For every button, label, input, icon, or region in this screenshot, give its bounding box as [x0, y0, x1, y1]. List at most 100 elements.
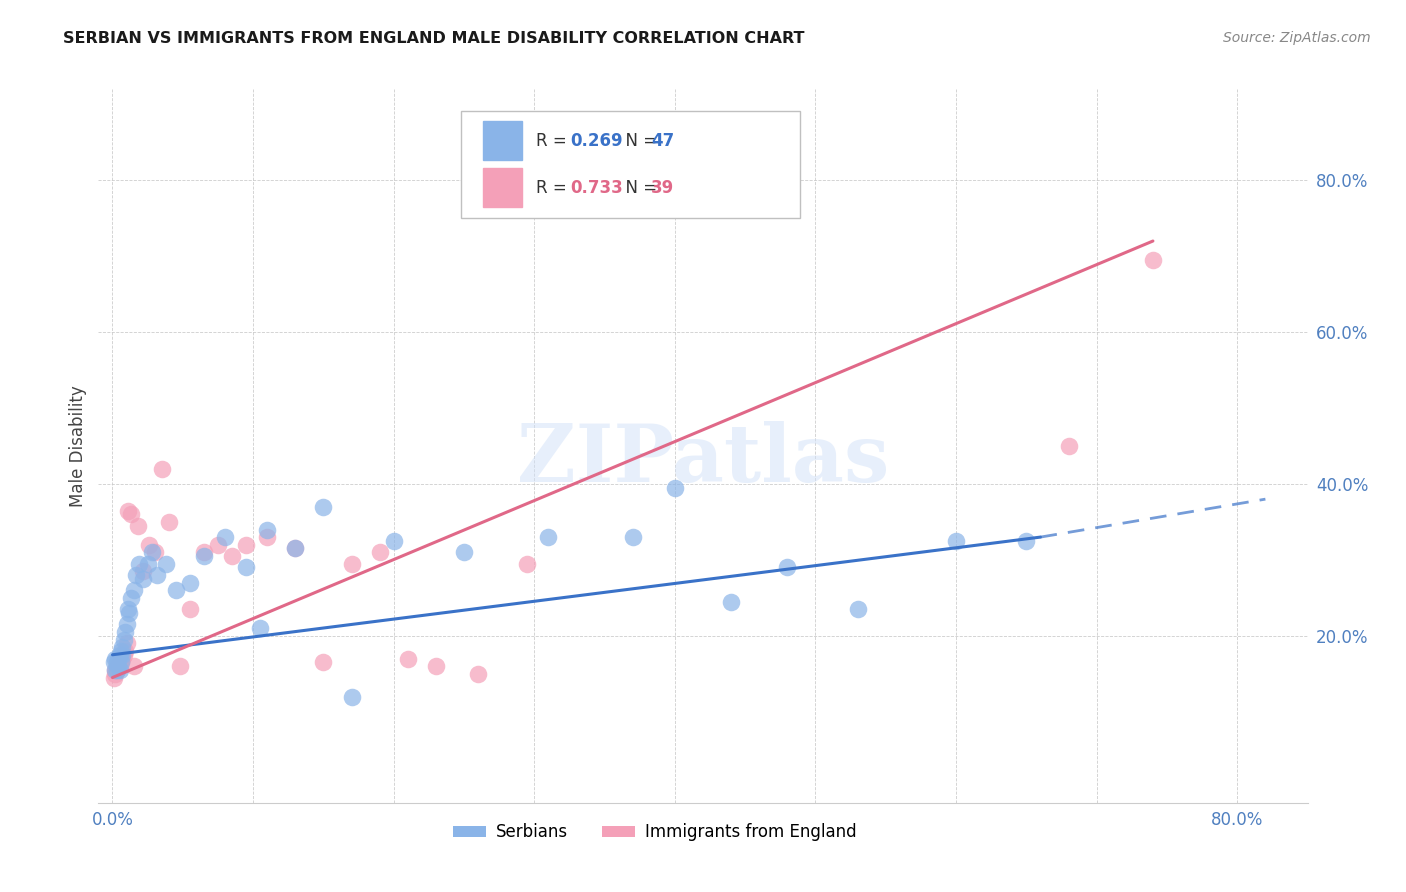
Point — [115, 617, 138, 632]
Point — [143, 545, 166, 559]
Point — [132, 564, 155, 578]
Point — [1142, 252, 1164, 267]
Point — [945, 533, 967, 548]
Point — [110, 656, 132, 670]
Point — [425, 659, 447, 673]
Point — [111, 651, 134, 665]
Point — [107, 651, 129, 665]
Point — [340, 690, 363, 704]
Point — [312, 656, 335, 670]
Point — [120, 508, 142, 522]
Point — [179, 575, 201, 590]
Point — [127, 518, 149, 533]
Text: ZIPatlas: ZIPatlas — [517, 421, 889, 500]
Point — [104, 663, 127, 677]
Point — [107, 659, 129, 673]
Point — [112, 632, 135, 647]
Point — [117, 503, 139, 517]
Point — [132, 572, 155, 586]
Point — [150, 462, 173, 476]
Point — [396, 651, 419, 665]
Point — [312, 500, 335, 514]
Point — [108, 659, 131, 673]
FancyBboxPatch shape — [482, 121, 522, 161]
Point — [103, 671, 125, 685]
Point — [115, 636, 138, 650]
Point — [467, 666, 489, 681]
FancyBboxPatch shape — [482, 168, 522, 207]
Point — [107, 656, 129, 670]
Point — [104, 663, 127, 677]
Point — [111, 648, 134, 662]
Text: N =: N = — [614, 132, 662, 150]
Point — [1015, 533, 1038, 548]
Point — [453, 545, 475, 559]
Text: 47: 47 — [651, 132, 675, 150]
Point — [537, 530, 560, 544]
Point — [104, 666, 127, 681]
Point — [516, 557, 538, 571]
Point — [125, 568, 148, 582]
Point — [256, 523, 278, 537]
Point — [110, 644, 132, 658]
Point — [117, 602, 139, 616]
Point — [284, 541, 307, 556]
Point — [284, 541, 307, 556]
Point — [112, 648, 135, 662]
Point — [382, 533, 405, 548]
Point — [110, 651, 132, 665]
Point — [720, 594, 742, 608]
Legend: Serbians, Immigrants from England: Serbians, Immigrants from England — [446, 817, 863, 848]
Text: N =: N = — [614, 178, 662, 196]
Point — [107, 659, 129, 673]
Point — [235, 560, 257, 574]
Point — [104, 651, 127, 665]
Point — [114, 644, 136, 658]
Point — [105, 663, 128, 677]
Point — [128, 557, 150, 571]
Point — [169, 659, 191, 673]
Point — [664, 481, 686, 495]
Point — [111, 640, 134, 655]
Point — [165, 583, 187, 598]
Y-axis label: Male Disability: Male Disability — [69, 385, 87, 507]
Point — [114, 625, 136, 640]
Point — [138, 538, 160, 552]
Point — [120, 591, 142, 605]
Point — [141, 545, 163, 559]
Point — [122, 659, 145, 673]
Point — [207, 538, 229, 552]
Point — [179, 602, 201, 616]
Point — [146, 568, 169, 582]
Point — [108, 648, 131, 662]
Text: R =: R = — [536, 178, 572, 196]
Point — [214, 530, 236, 544]
Point — [122, 583, 145, 598]
Point — [193, 549, 215, 563]
Point — [105, 656, 128, 670]
Point — [103, 656, 125, 670]
Text: R =: R = — [536, 132, 572, 150]
Point — [136, 557, 159, 571]
Point — [340, 557, 363, 571]
Point — [846, 602, 869, 616]
Point — [235, 538, 257, 552]
Point — [221, 549, 243, 563]
Point — [155, 557, 177, 571]
Point — [249, 621, 271, 635]
Point — [256, 530, 278, 544]
Point — [776, 560, 799, 574]
Text: 0.733: 0.733 — [569, 178, 623, 196]
Point — [118, 606, 141, 620]
Text: SERBIAN VS IMMIGRANTS FROM ENGLAND MALE DISABILITY CORRELATION CHART: SERBIAN VS IMMIGRANTS FROM ENGLAND MALE … — [63, 31, 804, 46]
FancyBboxPatch shape — [461, 111, 800, 218]
Point — [108, 663, 131, 677]
Point — [368, 545, 391, 559]
Point — [621, 530, 644, 544]
Point — [105, 663, 128, 677]
Point — [157, 515, 180, 529]
Point — [1057, 439, 1080, 453]
Text: Source: ZipAtlas.com: Source: ZipAtlas.com — [1223, 31, 1371, 45]
Point — [193, 545, 215, 559]
Text: 39: 39 — [651, 178, 675, 196]
